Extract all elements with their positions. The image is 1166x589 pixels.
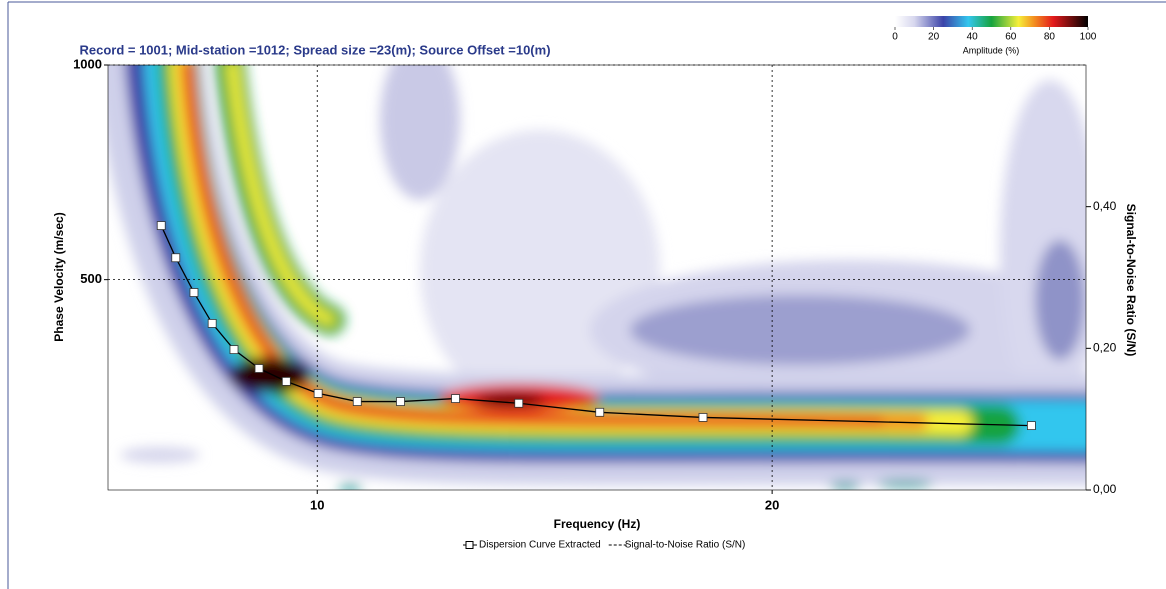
- legend-label: Dispersion Curve Extracted: [479, 540, 601, 551]
- curve-point: [172, 254, 180, 262]
- colorbar-tick-label: 80: [1044, 32, 1056, 43]
- colorbar-tick-label: 20: [928, 32, 940, 43]
- curve-point: [699, 413, 707, 421]
- x-tick-label: 20: [765, 497, 779, 512]
- colorbar-tick-label: 40: [967, 32, 979, 43]
- colorbar-tick-label: 100: [1080, 32, 1097, 43]
- colorbar-tick-label: 0: [892, 32, 898, 43]
- y-tick-label: 1000: [73, 56, 102, 71]
- x-tick-label: 10: [310, 497, 324, 512]
- colorbar-label: Amplitude (%): [963, 45, 1020, 55]
- curve-point: [596, 408, 604, 416]
- colorbar: [895, 16, 1088, 27]
- y2-tick-label: 0,40: [1093, 199, 1117, 213]
- curve-point: [190, 289, 198, 297]
- curve-point: [353, 398, 361, 406]
- curve-point: [515, 399, 523, 407]
- legend-label: Signal-to-Noise Ratio (S/N): [625, 540, 746, 551]
- curve-point: [314, 389, 322, 397]
- legend-swatch: [466, 542, 473, 549]
- curve-point: [157, 222, 165, 230]
- curve-point: [452, 395, 460, 403]
- curve-point: [282, 377, 290, 385]
- chart: Record = 1001; Mid-station =1012; Spread…: [0, 0, 1166, 589]
- curve-point: [396, 398, 404, 406]
- y2-tick-label: 0,00: [1093, 482, 1117, 496]
- y-axis-label: Phase Velocity (m/sec): [52, 212, 66, 341]
- y2-tick-label: 0,20: [1093, 341, 1117, 355]
- curve-point: [208, 319, 216, 327]
- curve-point: [1027, 422, 1035, 430]
- x-axis-label: Frequency (Hz): [554, 517, 641, 531]
- colorbar-tick-label: 60: [1005, 32, 1017, 43]
- chart-title: Record = 1001; Mid-station =1012; Spread…: [79, 42, 550, 57]
- curve-point: [230, 346, 238, 354]
- y2-axis-label: Signal-to-Noise Ratio (S/N): [1124, 204, 1138, 357]
- y-tick-label: 500: [80, 271, 102, 286]
- curve-point: [255, 365, 263, 373]
